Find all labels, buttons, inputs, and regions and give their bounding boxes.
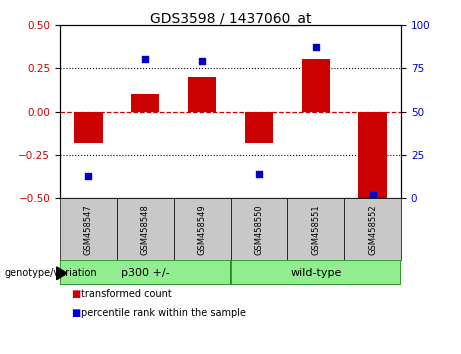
Bar [245, 112, 273, 143]
Point [369, 192, 376, 198]
Point [255, 171, 263, 177]
Bar [60, 260, 230, 285]
Text: ■: ■ [71, 289, 81, 299]
Point [312, 45, 319, 50]
Point [198, 58, 206, 64]
Text: GSM458550: GSM458550 [254, 204, 263, 255]
Text: wild-type: wild-type [290, 268, 342, 278]
Bar [344, 198, 401, 260]
Text: GSM458549: GSM458549 [198, 204, 207, 255]
Bar [60, 198, 117, 260]
Bar [188, 77, 216, 112]
Text: ■: ■ [71, 308, 81, 318]
Text: GSM458547: GSM458547 [84, 204, 93, 255]
Bar [131, 94, 160, 112]
Bar [230, 260, 401, 285]
Bar [287, 198, 344, 260]
Text: genotype/variation: genotype/variation [5, 268, 97, 278]
Bar [301, 59, 330, 112]
Bar [74, 112, 102, 143]
Bar [174, 198, 230, 260]
Text: transformed count: transformed count [81, 289, 171, 299]
Bar [358, 112, 387, 198]
Bar [117, 198, 174, 260]
Bar [230, 198, 287, 260]
Text: percentile rank within the sample: percentile rank within the sample [81, 308, 246, 318]
Text: GDS3598 / 1437060_at: GDS3598 / 1437060_at [150, 12, 311, 27]
Point [142, 57, 149, 62]
Polygon shape [57, 267, 67, 280]
Text: GSM458552: GSM458552 [368, 204, 377, 255]
Text: GSM458551: GSM458551 [311, 204, 320, 255]
Text: p300 +/-: p300 +/- [121, 268, 170, 278]
Point [85, 173, 92, 178]
Text: GSM458548: GSM458548 [141, 204, 150, 255]
